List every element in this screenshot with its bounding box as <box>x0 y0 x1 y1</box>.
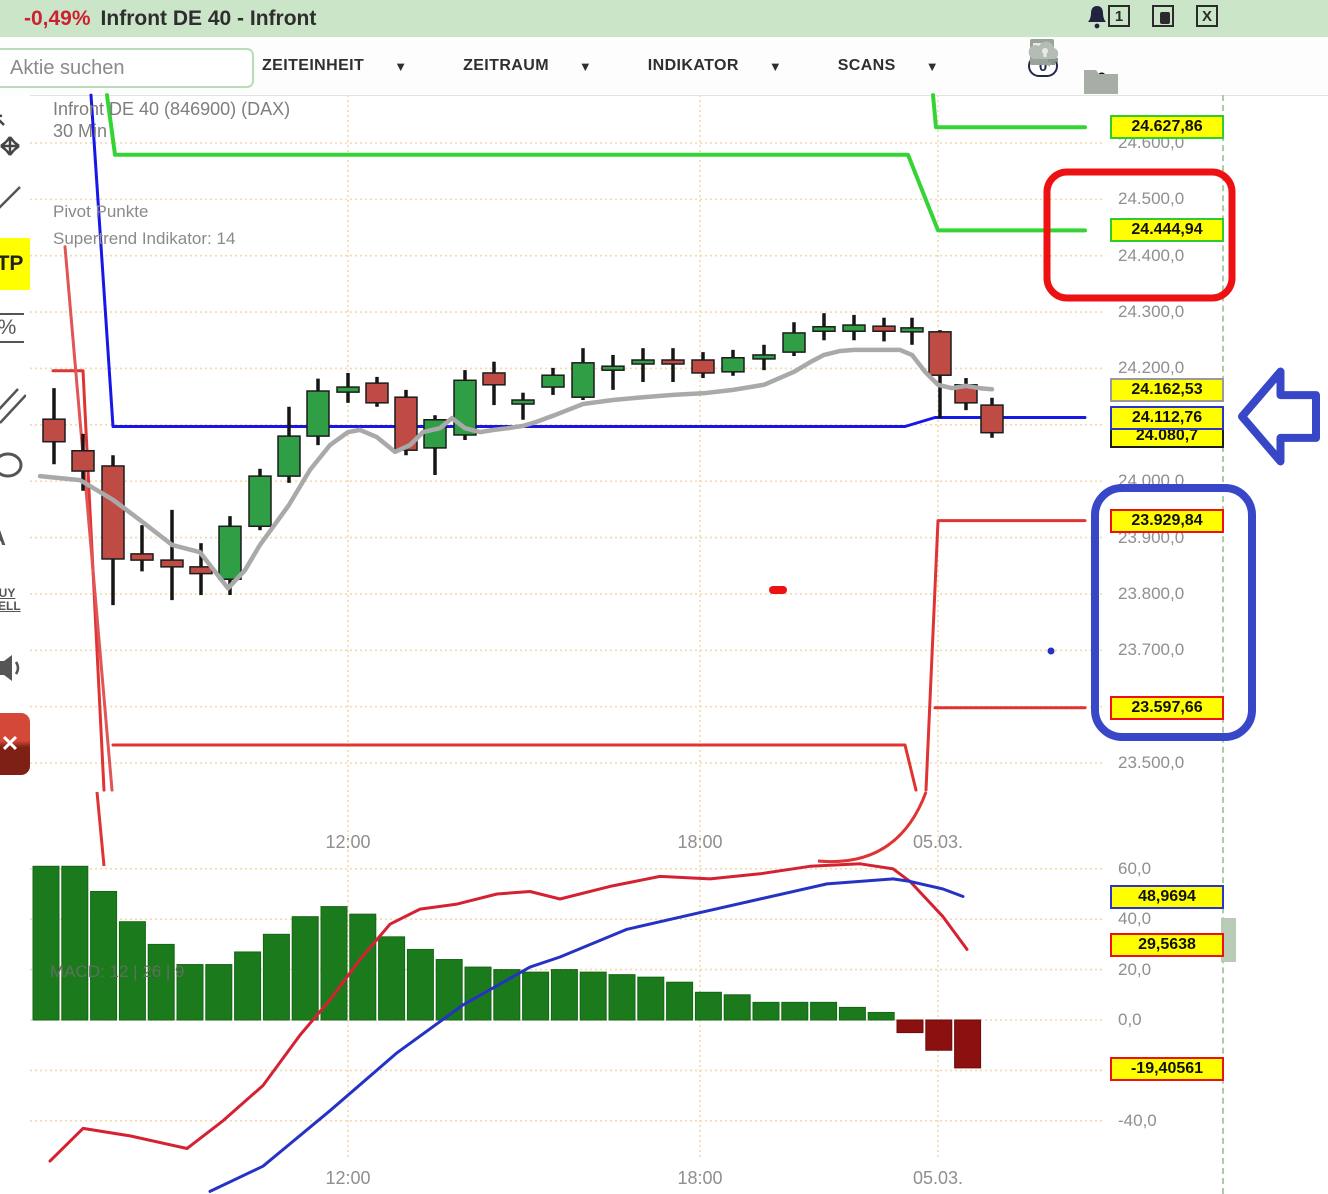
chevron-down-icon: ▼ <box>578 58 592 74</box>
price-axis-tick: 24.500,0 <box>1118 189 1185 209</box>
macd-axis-tick: -40,0 <box>1118 1110 1157 1130</box>
price-axis-tick: 23.800,0 <box>1118 583 1185 603</box>
time-axis-label: 12:00 <box>325 1168 371 1188</box>
price-value-label: 23.929,84 <box>1110 508 1224 533</box>
window-title-bar: -0,49% Infront DE 40 - Infront 1 X <box>0 0 1328 37</box>
macd-value-label: -19,40561 <box>1110 1056 1224 1081</box>
time-axis-label: 05.03. <box>912 1168 964 1188</box>
chevron-down-icon: ▼ <box>925 58 939 74</box>
menu-zeitraum[interactable]: ZEITRAUM ▼ <box>463 57 592 74</box>
macd-value-label: 48,9694 <box>1110 884 1224 909</box>
price-value-label: 24.627,86 <box>1110 115 1224 140</box>
price-value-label: 24.444,94 <box>1110 218 1224 243</box>
price-axis-tick: 24.000,0 <box>1118 471 1185 491</box>
time-axis-label: 05.03. <box>912 832 964 852</box>
indicator-label-pivot: Pivot Punkte <box>53 202 149 221</box>
price-axis-tick: 24.200,0 <box>1118 358 1185 378</box>
macd-axis-tick: 40,0 <box>1118 909 1152 929</box>
price-axis-tick: 23.700,0 <box>1118 640 1185 660</box>
chevron-down-icon: ▼ <box>768 58 782 74</box>
macd-axis-tick: 0,0 <box>1118 1010 1142 1029</box>
main-toolbar: ZEITEINHEIT ▼ ZEITRAUM ▼ INDIKATOR ▼ SCA… <box>0 37 1328 96</box>
indicator-label-supertrend: Supertrend Indikator: 14 <box>53 229 236 248</box>
take-profit-tool[interactable]: TP <box>0 238 30 290</box>
macd-axis-tick: 20,0 <box>1118 959 1152 979</box>
close-tool-button[interactable]: ✕ <box>0 713 30 775</box>
restore-window-button[interactable] <box>1152 5 1174 27</box>
fibonacci-tool-icon[interactable]: % <box>0 313 24 343</box>
time-axis-label: 18:00 <box>677 832 723 852</box>
restore-icon <box>1160 12 1170 24</box>
price-value-label: 24.162,53 <box>1110 377 1224 402</box>
window-number-button[interactable]: 1 <box>1108 5 1130 27</box>
chevron-down-icon: ▼ <box>394 58 408 74</box>
menu-scans[interactable]: SCANS ▼ <box>837 57 939 74</box>
macd-axis-tick: 60,0 <box>1118 858 1152 878</box>
scrollbar-thumb[interactable] <box>1221 918 1236 962</box>
price-axis-tick: 23.500,0 <box>1118 752 1185 772</box>
search-input[interactable] <box>0 48 254 88</box>
price-axis-tick: 24.300,0 <box>1118 302 1185 322</box>
macd-value-label: 29,5638 <box>1110 933 1224 958</box>
change-percent: -0,49% <box>24 6 91 30</box>
menu-zeiteinheit[interactable]: ZEITEINHEIT ▼ <box>262 57 408 74</box>
time-axis-label: 12:00 <box>325 832 371 852</box>
timeframe-label: 30 Min <box>53 121 108 141</box>
window-title: Infront DE 40 - Infront <box>100 6 317 30</box>
macd-parameters-label: MACD: 12 | 26 | 9 <box>50 962 185 981</box>
drawing-tools-sidebar: TP % A BUY SELL ✕ <box>0 95 30 1194</box>
time-axis-label: 18:00 <box>677 1168 723 1188</box>
text-tool-icon[interactable]: A <box>0 525 30 551</box>
price-value-label: 24.112,76 <box>1110 405 1224 430</box>
price-axis-tick: 24.400,0 <box>1118 245 1185 265</box>
buy-sell-tool[interactable]: BUY SELL <box>0 586 21 613</box>
menu-indikator[interactable]: INDIKATOR ▼ <box>647 57 782 74</box>
price-value-label: 23.597,66 <box>1110 695 1224 720</box>
instrument-label: Infront DE 40 (846900) (DAX) <box>53 99 291 119</box>
close-window-button[interactable]: X <box>1196 5 1218 27</box>
